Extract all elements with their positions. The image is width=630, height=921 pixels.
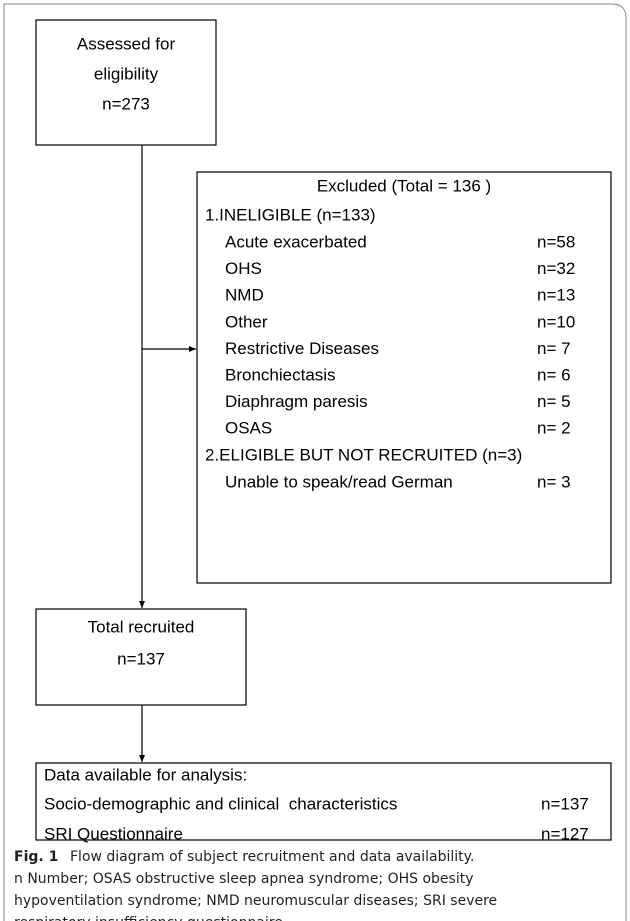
item-count: n= 7	[537, 339, 571, 358]
caption-label: Fig. 1	[14, 849, 58, 865]
item-count: n=127	[541, 824, 589, 843]
caption-line: n Number; OSAS obstructive sleep apnea s…	[14, 871, 474, 887]
item-label: Restrictive Diseases	[225, 339, 379, 358]
frame	[3, 3, 627, 921]
node-title: Excluded (Total = 136 )	[317, 176, 491, 195]
box-recruited	[35, 608, 247, 706]
item-count: n= 2	[537, 419, 571, 438]
box-excluded	[196, 171, 612, 584]
item-label: NMD	[225, 286, 264, 305]
item-label: Unable to speak/read German	[225, 472, 453, 491]
node-text: Assessed for	[77, 34, 176, 53]
item-label: OHS	[225, 259, 262, 278]
caption-line: Flow diagram of subject recruitment and …	[70, 849, 474, 865]
caption-line: hypoventilation syndrome; NMD neuromuscu…	[14, 893, 497, 909]
node-text: n=273	[102, 94, 150, 113]
item-label: Acute exacerbated	[225, 232, 367, 251]
item-count: n=32	[537, 259, 575, 278]
item-count: n= 3	[537, 472, 571, 491]
item-label: OSAS	[225, 419, 272, 438]
item-count: n=58	[537, 232, 575, 251]
box-available	[35, 762, 612, 841]
item-count: n= 6	[537, 365, 571, 384]
group-heading: 2.ELIGIBLE BUT NOT RECRUITED (n=3)	[205, 445, 522, 464]
item-count: n=13	[537, 286, 575, 305]
node-text: Total recruited	[88, 617, 195, 636]
item-label: Bronchiectasis	[225, 365, 336, 384]
node-text: eligibility	[94, 64, 159, 83]
caption-line: respiratory insufficiency questionnaire	[14, 915, 283, 921]
content: Assessed for eligibility n=273 Excluded (To…	[14, 34, 589, 921]
item-count: n=137	[541, 794, 589, 813]
item-label: Diaphragm paresis	[225, 392, 368, 411]
item-label: SRI Questionnaire	[44, 824, 183, 843]
item-count: n= 5	[537, 392, 571, 411]
item-count: n=10	[537, 312, 575, 331]
node-text: n=137	[117, 649, 165, 668]
item-label: Socio-demographic and clinical character…	[44, 794, 397, 813]
node-title: Data available for analysis:	[44, 765, 247, 784]
group-heading: 1.INELIGIBLE (n=133)	[205, 205, 376, 224]
item-label: Other	[225, 312, 268, 331]
box-assessed	[35, 19, 217, 146]
